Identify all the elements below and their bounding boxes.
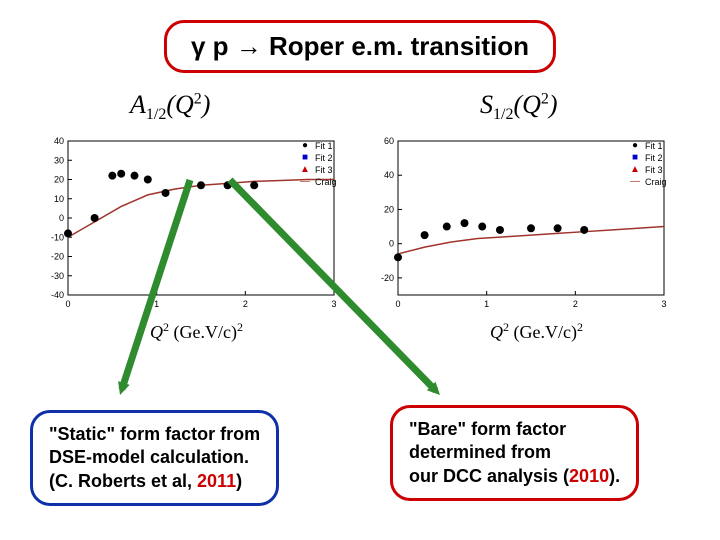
svg-text:0: 0 [59,213,64,223]
right-legend: ●Fit 1■Fit 2▲Fit 3―Craig [628,140,667,188]
svg-text:3: 3 [331,299,336,309]
svg-text:0: 0 [65,299,70,309]
svg-text:30: 30 [54,155,64,165]
svg-text:0: 0 [395,299,400,309]
svg-text:2: 2 [243,299,248,309]
right-xlabel: Q2 (Ge.V/c)2 [490,320,583,343]
svg-text:20: 20 [54,175,64,185]
right-chart: -20 0 20 40 60 0 1 2 3 [370,135,670,315]
svg-text:-10: -10 [51,232,64,242]
svg-text:40: 40 [384,170,394,180]
left-callout: "Static" form factor fromDSE-model calcu… [30,410,279,506]
left-formula: A1/2(Q2) [130,90,210,124]
svg-text:40: 40 [54,136,64,146]
svg-text:20: 20 [384,204,394,214]
svg-text:3: 3 [661,299,666,309]
svg-text:10: 10 [54,194,64,204]
right-formula: S1/2(Q2) [480,90,558,124]
page-title: γ p → Roper e.m. transition [164,20,556,73]
left-xlabel: Q2 (Ge.V/c)2 [150,320,243,343]
svg-text:-20: -20 [51,252,64,262]
svg-text:-30: -30 [51,271,64,281]
svg-text:1: 1 [154,299,159,309]
right-callout: "Bare" form factordetermined fromour DCC… [390,405,639,501]
svg-text:-40: -40 [51,290,64,300]
svg-text:0: 0 [389,239,394,249]
svg-text:-20: -20 [381,273,394,283]
svg-text:60: 60 [384,136,394,146]
left-chart: -40 -30 -20 -10 0 10 20 30 40 0 1 2 3 [40,135,340,315]
left-legend: ●Fit 1■Fit 2▲Fit 3―Craig [298,140,337,188]
svg-text:1: 1 [484,299,489,309]
svg-text:2: 2 [573,299,578,309]
